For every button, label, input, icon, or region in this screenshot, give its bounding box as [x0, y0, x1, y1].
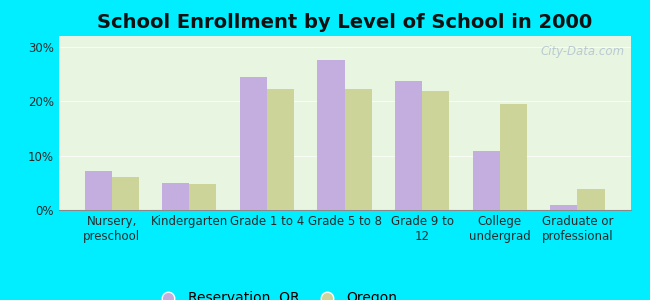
Text: City-Data.com: City-Data.com	[541, 45, 625, 58]
Bar	[395, 81, 422, 210]
Bar	[267, 89, 294, 210]
Bar	[189, 184, 216, 210]
Bar	[317, 61, 344, 210]
Bar	[422, 92, 449, 210]
Bar	[473, 151, 500, 210]
Legend: Reservation, OR, Oregon: Reservation, OR, Oregon	[149, 286, 403, 300]
Bar	[162, 183, 189, 210]
Title: School Enrollment by Level of School in 2000: School Enrollment by Level of School in …	[97, 13, 592, 32]
Bar	[500, 104, 527, 210]
Bar	[550, 205, 577, 210]
Bar	[84, 171, 112, 210]
Bar	[344, 89, 372, 210]
Bar	[240, 77, 267, 210]
Bar	[112, 177, 139, 210]
Bar	[577, 189, 605, 210]
